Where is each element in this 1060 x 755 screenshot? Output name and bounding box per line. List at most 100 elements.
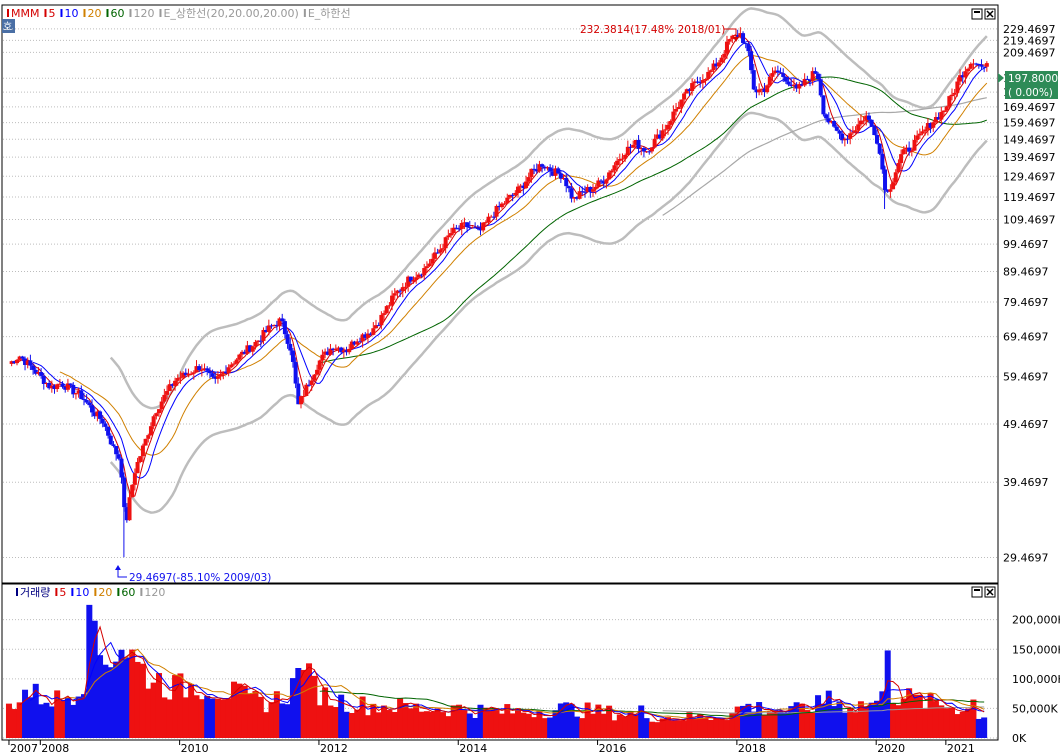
candle-down [108, 435, 113, 445]
price-y-tick-label: 69.4697 [1003, 331, 1049, 344]
candle-up [682, 93, 687, 100]
candle-up [440, 248, 445, 250]
candle-down [510, 194, 515, 196]
volume-bar-up [847, 707, 854, 738]
candle-up [604, 179, 609, 184]
legend-label: 거래량 [20, 586, 50, 599]
volume-bar-up [863, 706, 870, 738]
corner-badge-label: 호 [3, 21, 12, 33]
candle-down [114, 445, 119, 455]
legend-label: 10 [75, 586, 89, 599]
candle-down [52, 385, 57, 390]
volume-bar-up [584, 702, 591, 738]
volume-bar-up [520, 712, 527, 738]
candlesticks [9, 27, 989, 558]
candle-down [398, 290, 403, 292]
volume-bar-up [916, 694, 923, 738]
candle-down [71, 384, 76, 395]
volume-bar-down [466, 713, 473, 738]
volume-bar-down [113, 661, 120, 738]
candle-up [341, 350, 346, 353]
candle-up [422, 268, 427, 276]
current-price-marker-icon [998, 73, 1004, 83]
x-tick-label: 2016 [599, 742, 627, 755]
candle-down [290, 350, 295, 362]
candle-up [947, 96, 952, 107]
candle-down [647, 151, 652, 153]
volume-bar-up [391, 711, 398, 738]
volume-bar-up [188, 683, 195, 738]
max-price-annotation: 232.3814(17.48% 2018/01) [580, 24, 725, 36]
candle-up [829, 121, 834, 123]
candle-up [15, 359, 20, 364]
volume-bar-up [707, 719, 714, 738]
candle-up [414, 277, 419, 281]
candle-down [746, 43, 751, 52]
candle-down [641, 148, 646, 152]
candle-up [896, 163, 901, 173]
candle-up [304, 384, 309, 396]
candle-down [762, 88, 767, 93]
price-y-tick-label: 99.4697 [1003, 238, 1049, 251]
volume-bar-up [852, 712, 859, 738]
volume-bar-up [348, 712, 355, 738]
candle-down [60, 383, 65, 387]
price-legend: MMM 5 10 20 60 120 E_상한선(20,20.00,20.00) E_하한선 [7, 6, 351, 20]
volume-bar-up [172, 675, 179, 738]
candle-up [309, 380, 314, 385]
volume-bar-down [793, 702, 800, 738]
x-tick-label: 2008 [41, 742, 69, 755]
volume-bar-up [954, 714, 961, 738]
candle-down [41, 375, 46, 384]
candle-down [534, 169, 539, 172]
volume-bar-up [332, 707, 339, 738]
volume-bar-up [177, 673, 184, 738]
candle-up [365, 333, 370, 338]
candle-up [400, 287, 405, 291]
volume-bar-down [981, 717, 988, 738]
candle-up [25, 360, 30, 365]
volume-bar-up [622, 716, 629, 738]
candle-up [966, 68, 971, 72]
ma120-line [662, 97, 987, 216]
volume-bar-up [697, 714, 704, 738]
candle-down [818, 79, 823, 96]
candle-up [773, 70, 778, 74]
volume-bar-down [204, 695, 211, 738]
candle-up [156, 409, 161, 414]
candle-up [266, 325, 271, 332]
volume-bar-up [493, 708, 500, 738]
legend-swatch [60, 9, 63, 17]
volume-y-tick-label: 100,000K [1012, 673, 1060, 686]
price-y-tick-label: 49.4697 [1003, 418, 1049, 431]
volume-panel-close-icon[interactable] [984, 586, 996, 598]
price-panel-maximize-icon[interactable] [971, 8, 983, 20]
candle-up [167, 384, 172, 392]
candle-down [285, 334, 290, 344]
candle-up [941, 110, 946, 113]
volume-panel-maximize-icon[interactable] [971, 586, 983, 598]
volume-bar-down [343, 711, 350, 738]
legend-label: 5 [48, 7, 55, 20]
candle-down [564, 178, 569, 187]
volume-bar-up [734, 706, 741, 738]
volume-bar-down [22, 689, 29, 738]
candle-up [186, 373, 191, 376]
candle-up [355, 341, 360, 345]
candle-up [443, 237, 448, 249]
candle-up [237, 354, 242, 360]
candle-up [615, 160, 620, 166]
candle-down [242, 351, 247, 354]
legend-label: 120 [144, 586, 165, 599]
volume-bar-up [525, 713, 532, 738]
volume-bar-up [616, 714, 623, 738]
candle-down [872, 126, 877, 136]
candle-up [633, 139, 638, 145]
candle-down [31, 365, 36, 370]
candle-up [320, 354, 325, 361]
volume-bar-up [456, 704, 463, 738]
price-panel-close-icon[interactable] [984, 8, 996, 20]
corner-badge[interactable] [2, 19, 15, 33]
price-y-tick-label: 59.4697 [1003, 371, 1049, 384]
